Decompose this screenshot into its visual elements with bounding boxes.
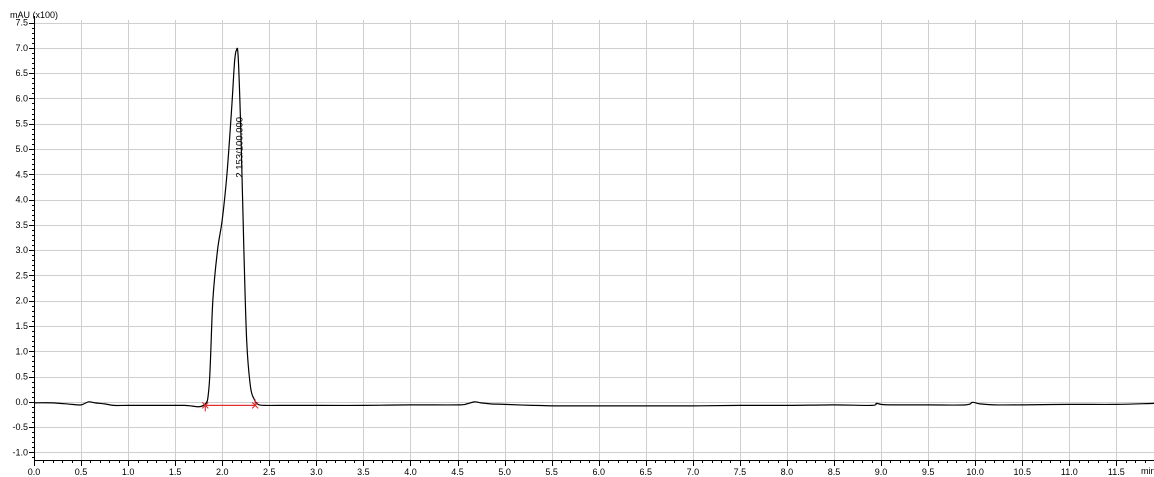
y-tick-label: 7.0 [15, 43, 28, 53]
x-unit-label: min [1141, 466, 1154, 476]
x-tick-label: 6.0 [592, 467, 605, 477]
x-tick-label: 4.0 [404, 467, 417, 477]
y-tick-label: 7.5 [15, 18, 28, 28]
y-unit-label: mAU (x100) [10, 10, 58, 20]
x-tick-label: 10.5 [1013, 467, 1031, 477]
x-tick-label: 2.0 [216, 467, 229, 477]
y-tick-label: 0.0 [15, 397, 28, 407]
y-tick-label: -0.5 [12, 422, 28, 432]
x-tick-label: 7.0 [687, 467, 700, 477]
plot-area: 2.153/100.000 [33, 47, 1154, 412]
y-tick-label: 0.5 [15, 372, 28, 382]
x-tick-label: 5.0 [498, 467, 511, 477]
y-tick-label: 3.0 [15, 245, 28, 255]
x-tick-label: 5.5 [545, 467, 558, 477]
grid [34, 20, 1154, 460]
x-tick-label: 3.5 [357, 467, 370, 477]
y-tick-label: 3.5 [15, 220, 28, 230]
y-tick-label: 4.0 [15, 195, 28, 205]
x-tick-label: 2.5 [263, 467, 276, 477]
x-tick-label: 10.0 [966, 467, 984, 477]
y-tick-label: 2.5 [15, 270, 28, 280]
y-tick-label: 1.5 [15, 321, 28, 331]
x-tick-label: 1.0 [122, 467, 135, 477]
y-tick-label: 6.5 [15, 68, 28, 78]
x-tick-label: 11.5 [1108, 467, 1125, 477]
y-tick-label: 2.0 [15, 296, 28, 306]
y-tick-label: 5.5 [15, 119, 28, 129]
y-tick-label: 4.5 [15, 169, 28, 179]
peak-end-marker [251, 399, 259, 409]
x-tick-label: 3.0 [310, 467, 323, 477]
y-tick-label: 6.0 [15, 93, 28, 103]
x-tick-label: 7.5 [734, 467, 747, 477]
x-tick-label: 0.5 [75, 467, 88, 477]
y-tick-label: 5.0 [15, 144, 28, 154]
x-tick-label: 8.5 [828, 467, 841, 477]
x-tick-label: 0.0 [28, 467, 41, 477]
peak-start-marker [201, 401, 209, 412]
x-tick-label: 6.5 [640, 467, 653, 477]
chromatogram-trace [33, 47, 1154, 408]
x-tick-label: 9.0 [875, 467, 888, 477]
peak-annotation-label: 2.153/100.000 [235, 117, 246, 178]
tick-labels: 0.0 0.5 1.0 1.5 2.0 2.5 3.0 3.5 4.0 4.5 5.0 5.5 6.0 6… [12, 18, 1124, 477]
x-tick-label: 1.5 [169, 467, 182, 477]
x-tick-label: 9.5 [922, 467, 935, 477]
x-tick-label: 11.0 [1061, 467, 1078, 477]
y-tick-label: 1.0 [15, 346, 28, 356]
y-tick-label: -1.0 [12, 447, 28, 457]
axes [29, 16, 1154, 466]
x-tick-label: 4.5 [451, 467, 464, 477]
x-tick-label: 8.0 [781, 467, 794, 477]
